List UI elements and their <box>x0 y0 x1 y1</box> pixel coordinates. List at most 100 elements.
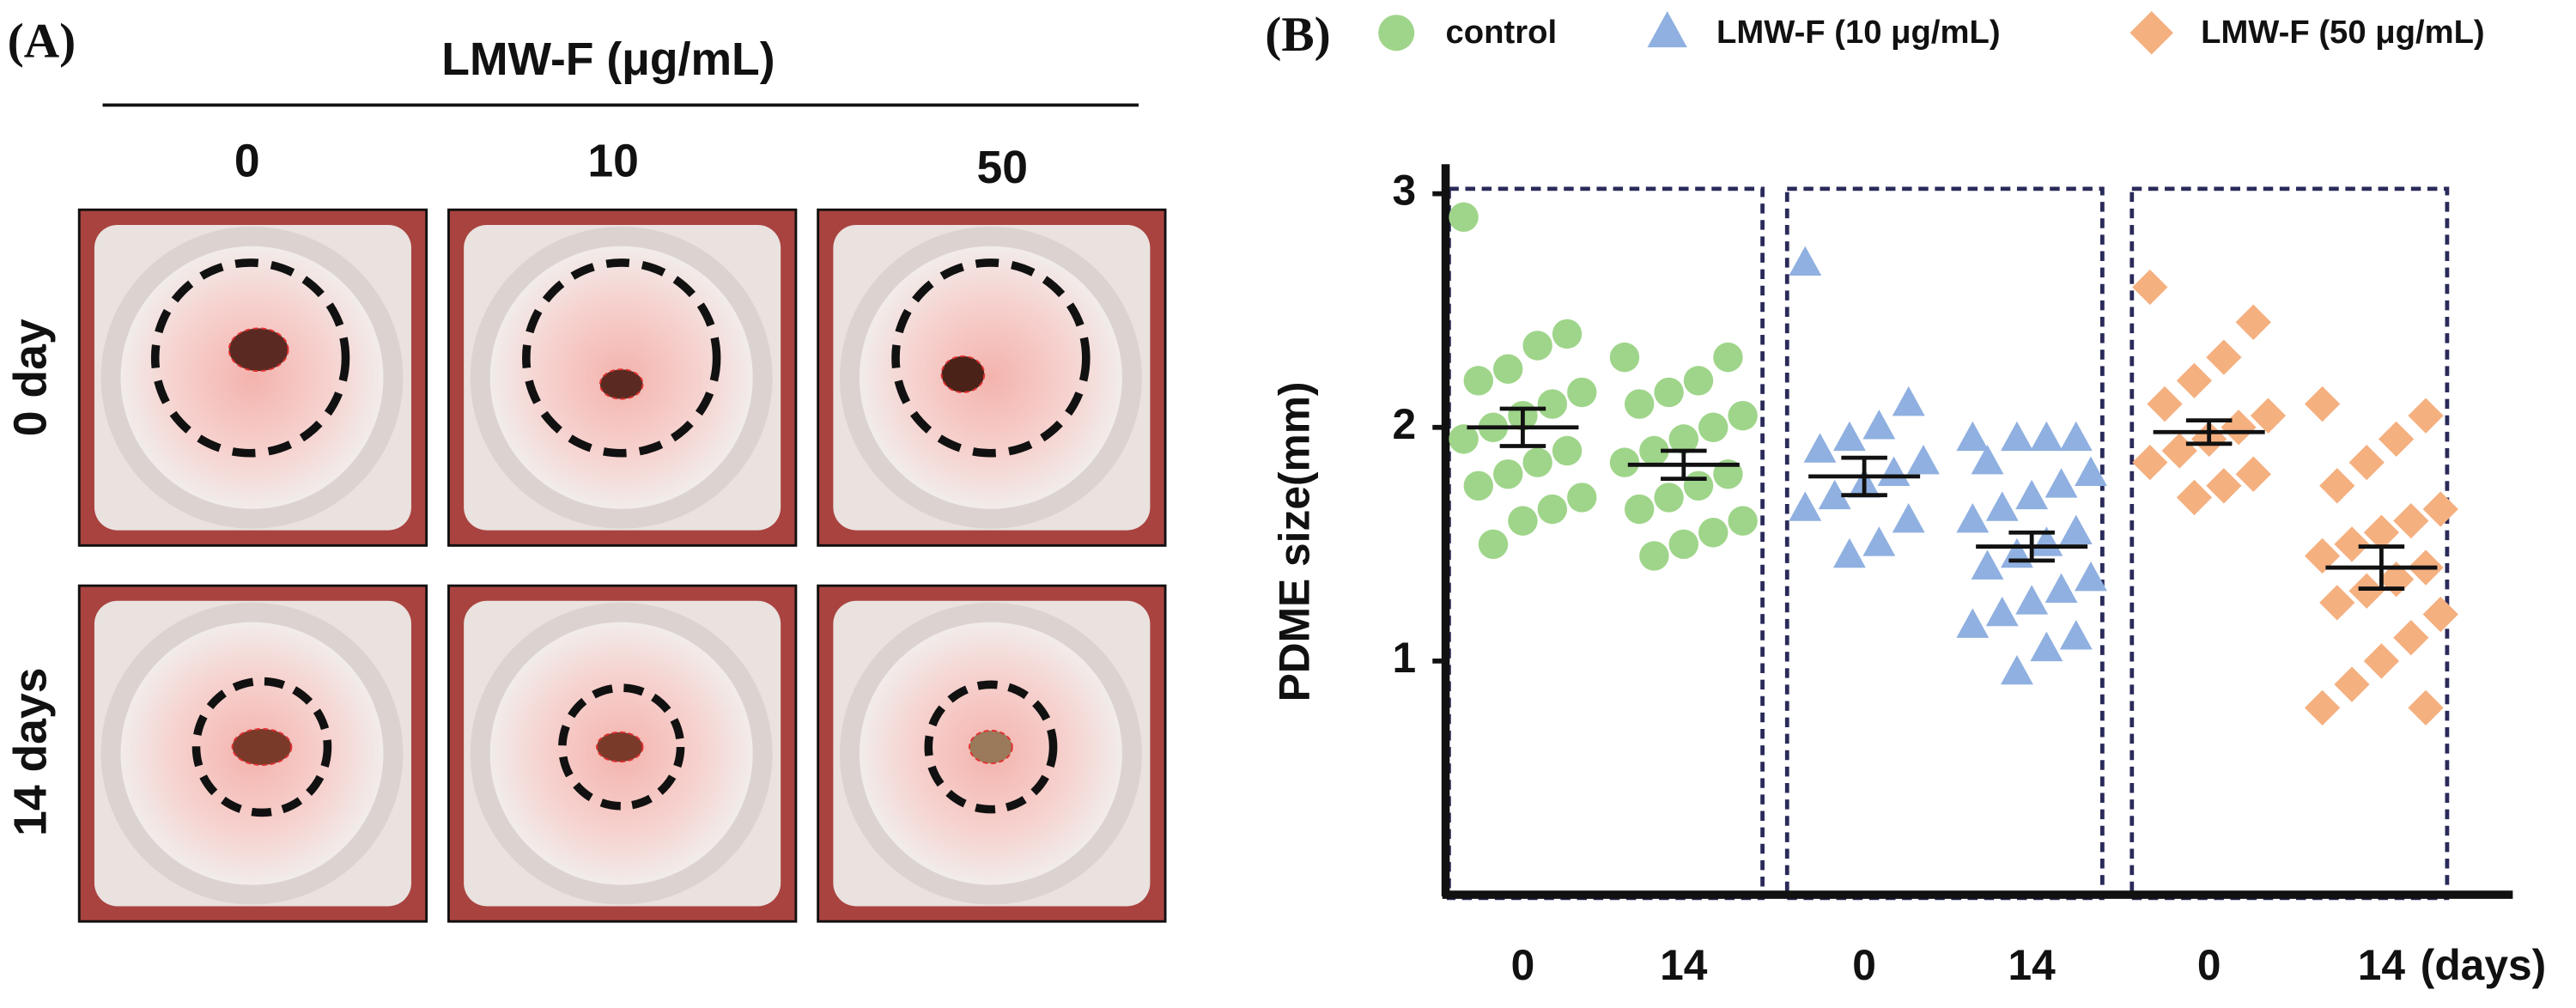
point <box>1609 342 1640 373</box>
point <box>2147 386 2183 422</box>
point <box>1956 502 1990 533</box>
point <box>2044 573 2078 604</box>
point <box>1907 444 1940 475</box>
y-axis-label: PDME size(mm) <box>1271 382 1319 702</box>
point <box>2235 304 2271 340</box>
point <box>1862 526 1896 556</box>
point <box>1567 377 1597 408</box>
y-tick-label: 2 <box>1392 400 1416 448</box>
x-tick-label: 0 <box>1852 941 1876 989</box>
legend-label: LMW-F (10 μg/mL) <box>1716 14 2001 51</box>
point <box>1683 471 1714 501</box>
x-tick-label: 14 <box>2008 941 2057 989</box>
point <box>2001 421 2033 452</box>
point <box>1552 435 1583 466</box>
point <box>2059 620 2093 650</box>
x-tick-label: 0 <box>1511 941 1535 989</box>
panel-title: LMW-F (μg/mL) <box>441 34 775 85</box>
point <box>1713 342 1743 373</box>
legend-marker <box>2129 11 2173 55</box>
point <box>1698 412 1728 442</box>
legend-label: LMW-F (50 μg/mL) <box>2201 14 2485 51</box>
point <box>1985 491 2019 521</box>
point <box>2393 620 2429 656</box>
point <box>1449 202 1479 233</box>
point <box>1463 366 1494 396</box>
photos <box>78 209 1167 923</box>
point <box>2044 468 2078 498</box>
point <box>2334 526 2370 562</box>
point <box>1654 377 1684 408</box>
point <box>2304 689 2341 726</box>
point <box>1552 319 1583 349</box>
point <box>1971 444 2004 475</box>
point <box>1832 421 1866 452</box>
point <box>2001 537 2033 568</box>
point <box>2319 468 2355 504</box>
point <box>2363 643 2400 679</box>
point <box>1463 471 1494 501</box>
legend-label: control <box>1446 14 1558 51</box>
point <box>2161 433 2197 469</box>
column-label: 50 <box>977 143 1029 193</box>
x-tick-label: 14 <box>2358 941 2406 989</box>
point <box>1449 424 1479 454</box>
point <box>1862 410 1896 440</box>
point <box>1537 494 1568 525</box>
point <box>1892 502 1925 533</box>
point <box>2001 654 2033 685</box>
point <box>1624 494 1655 525</box>
point <box>1639 435 1669 466</box>
point <box>1668 424 1699 454</box>
point <box>2176 479 2213 516</box>
point <box>1478 529 1509 560</box>
point <box>2422 491 2458 527</box>
point <box>1522 447 1552 477</box>
point <box>2408 689 2444 726</box>
x-tick-label: 14 <box>1660 941 1708 989</box>
point <box>1956 608 1990 638</box>
point <box>2422 596 2458 633</box>
point <box>2030 421 2063 452</box>
point <box>1698 518 1728 548</box>
point <box>1683 366 1714 396</box>
point <box>1892 386 1925 416</box>
x-axis-label: (days) <box>2421 941 2546 989</box>
group-boxes <box>1446 186 2450 901</box>
point <box>1985 596 2019 627</box>
legend-marker <box>1378 15 1415 52</box>
point <box>2075 456 2107 486</box>
point <box>1639 541 1669 571</box>
point <box>1789 491 1822 521</box>
point <box>2408 398 2444 434</box>
point <box>1728 506 1758 536</box>
point <box>1508 506 1538 536</box>
point <box>1818 479 1851 510</box>
panel-label: (A) <box>8 15 76 69</box>
point <box>2132 269 2168 306</box>
point <box>2348 444 2385 481</box>
point <box>1971 550 2004 580</box>
point <box>1522 331 1552 361</box>
column-label: 0 <box>234 136 260 186</box>
column-label: 10 <box>587 136 639 186</box>
point <box>2176 362 2213 398</box>
point <box>2059 421 2093 452</box>
point <box>2206 339 2242 375</box>
point <box>2075 562 2107 592</box>
point <box>1609 447 1640 477</box>
point <box>1537 389 1568 419</box>
legend-marker <box>1647 11 1687 48</box>
point <box>2363 514 2400 550</box>
point <box>2250 398 2287 434</box>
point <box>2059 514 2093 545</box>
point <box>1668 529 1699 560</box>
x-tick-label: 0 <box>2197 941 2221 989</box>
point <box>2030 631 2063 662</box>
panel-label: (B) <box>1265 8 1330 62</box>
point <box>1789 246 1822 276</box>
point <box>2221 410 2257 446</box>
point <box>2015 479 2049 510</box>
point <box>1493 354 1523 384</box>
